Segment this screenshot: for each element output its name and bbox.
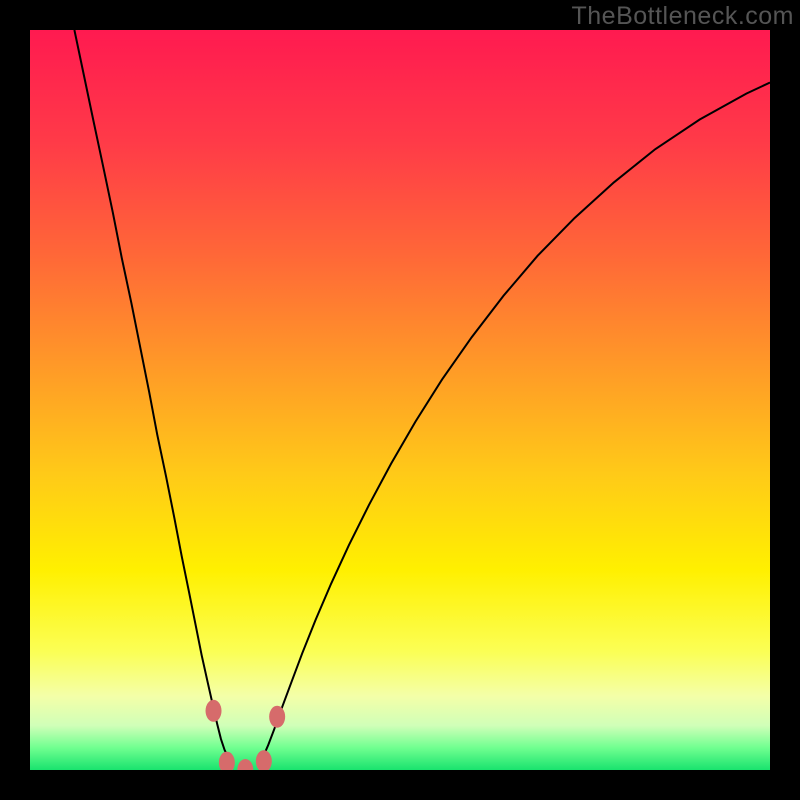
gradient-plot-area	[30, 30, 770, 770]
chart-container: TheBottleneck.com	[0, 0, 800, 800]
bottleneck-chart	[0, 0, 800, 800]
marker-dot	[256, 750, 272, 772]
watermark-text: TheBottleneck.com	[566, 0, 800, 33]
marker-dot	[269, 706, 285, 728]
marker-dot	[206, 700, 222, 722]
